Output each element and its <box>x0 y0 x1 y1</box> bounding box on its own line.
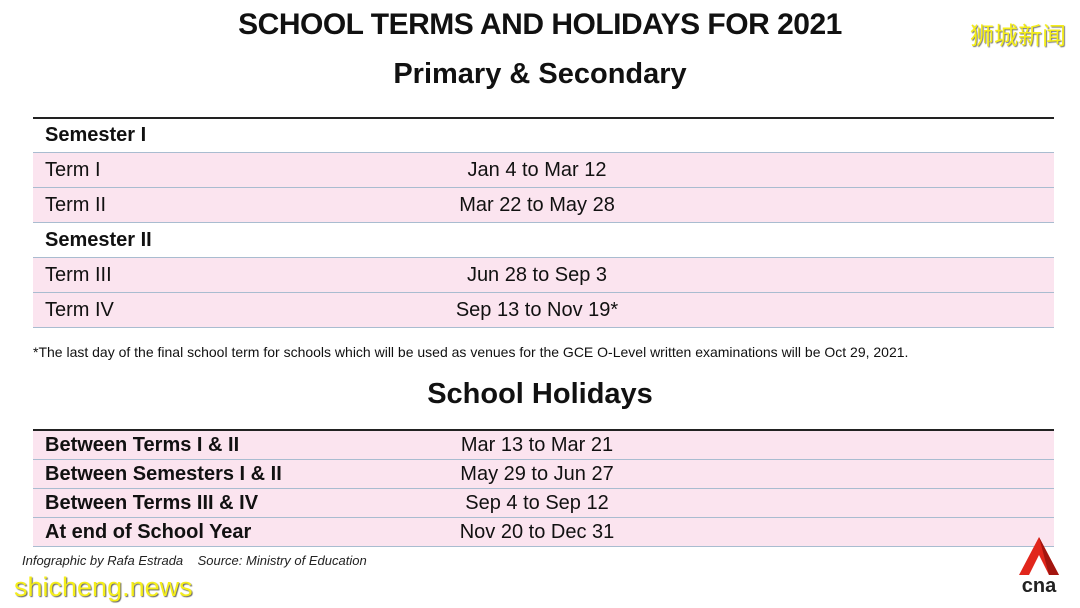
watermark-english: shicheng.news <box>14 572 193 602</box>
terms-table: Semester I Term I Jan 4 to Mar 12 Term I… <box>33 117 1054 328</box>
term-dates: Mar 22 to May 28 <box>459 193 615 216</box>
holiday-dates: Sep 4 to Sep 12 <box>465 491 609 514</box>
semester-row: Semester II <box>33 223 1054 258</box>
logo-shade <box>1039 537 1059 575</box>
semester-row: Semester I <box>33 119 1054 153</box>
page-subtitle: Primary & Secondary <box>393 58 687 90</box>
holiday-label: Between Semesters I & II <box>45 462 282 485</box>
holiday-dates: Nov 20 to Dec 31 <box>459 520 615 543</box>
holiday-row: At end of School Year Nov 20 to Dec 31 <box>33 518 1054 547</box>
holidays-table: Between Terms I & II Mar 13 to Mar 21 Be… <box>33 429 1054 547</box>
table-top-rule <box>33 117 1054 119</box>
holiday-row: Between Terms III & IV Sep 4 to Sep 12 <box>33 489 1054 518</box>
footnote: *The last day of the final school term f… <box>33 344 909 360</box>
term-row: Term II Mar 22 to May 28 <box>33 188 1054 223</box>
holiday-label: Between Terms III & IV <box>45 491 259 514</box>
term-dates: Sep 13 to Nov 19* <box>455 298 619 321</box>
holidays-heading: School Holidays <box>427 378 653 410</box>
term-label: Term III <box>45 263 112 286</box>
holiday-label: At end of School Year <box>45 520 252 543</box>
page-title: SCHOOL TERMS AND HOLIDAYS FOR 2021 <box>238 8 842 41</box>
term-dates: Jan 4 to Mar 12 <box>467 158 607 181</box>
holiday-dates: Mar 13 to Mar 21 <box>460 433 614 456</box>
holiday-dates: May 29 to Jun 27 <box>460 462 614 485</box>
term-row: Term IV Sep 13 to Nov 19* <box>33 293 1054 328</box>
term-label: Term IV <box>45 298 114 321</box>
term-dates: Jun 28 to Sep 3 <box>466 263 608 286</box>
semester-label: Semester II <box>45 228 152 251</box>
cna-logo-icon: cna <box>1019 537 1059 595</box>
holiday-row: Between Terms I & II Mar 13 to Mar 21 <box>33 431 1054 460</box>
watermark-chinese: 狮城新闻 <box>970 22 1066 50</box>
term-label: Term I <box>45 158 101 181</box>
semester-label: Semester I <box>45 124 147 146</box>
holiday-row: Between Semesters I & II May 29 to Jun 2… <box>33 460 1054 489</box>
term-row: Term I Jan 4 to Mar 12 <box>33 153 1054 188</box>
term-row: Term III Jun 28 to Sep 3 <box>33 258 1054 293</box>
credit-line: Infographic by Rafa Estrada Source: Mini… <box>22 553 367 568</box>
table-top-rule <box>33 429 1054 431</box>
holiday-label: Between Terms I & II <box>45 433 240 456</box>
term-label: Term II <box>45 193 107 216</box>
logo-text: cna <box>1022 575 1057 595</box>
